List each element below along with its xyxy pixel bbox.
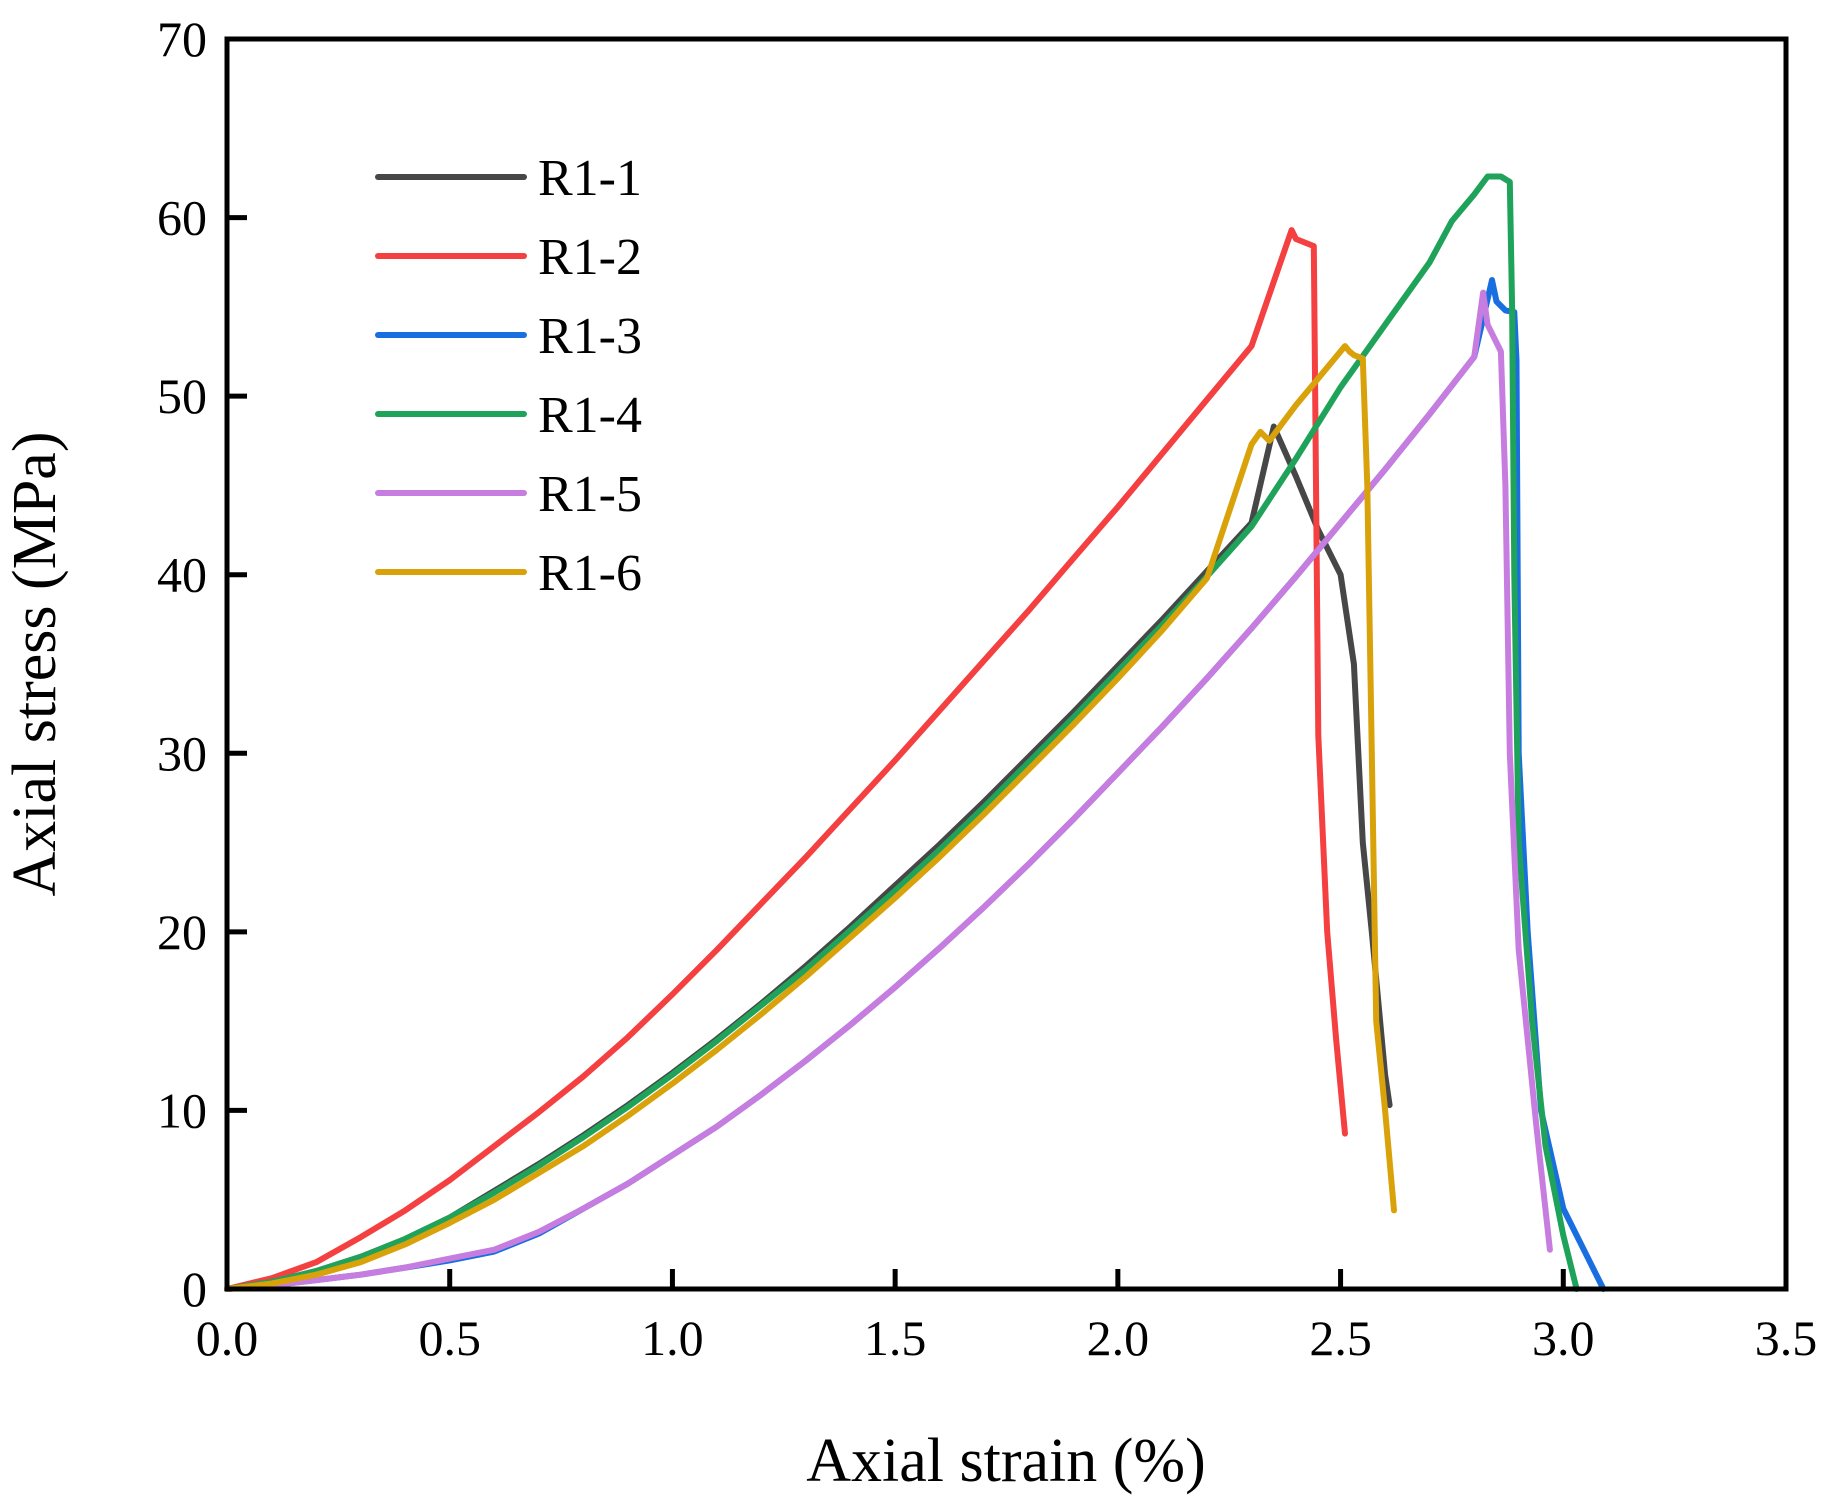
legend-label-r1-6: R1-6 <box>538 545 642 602</box>
legend-label-r1-4: R1-4 <box>538 387 642 444</box>
x-tick-label: 0.0 <box>196 1310 259 1366</box>
y-tick-label: 0 <box>182 1261 207 1317</box>
x-tick-label: 2.5 <box>1309 1310 1372 1366</box>
legend: R1-1 R1-2 R1-3 R1-4 R1-5 R1-6 <box>375 150 642 602</box>
legend-label-r1-5: R1-5 <box>538 466 642 523</box>
y-tick-label: 50 <box>157 368 207 424</box>
y-axis-title: Axial stress (MPa) <box>1 432 69 897</box>
y-tick-label: 70 <box>157 11 207 67</box>
y-tick-label: 40 <box>157 547 207 603</box>
legend-label-r1-3: R1-3 <box>538 308 642 365</box>
y-tick-label: 60 <box>157 190 207 246</box>
tick-layer: 0.0 0.5 1.0 1.5 2.0 2.5 3.0 3.5 0 10 20 30 40 50 60 70 <box>157 11 1817 1366</box>
y-tick-label: 20 <box>157 904 207 960</box>
x-tick-label: 1.5 <box>864 1310 927 1366</box>
legend-label-r1-1: R1-1 <box>538 150 642 207</box>
series-line-r1-3 <box>224 277 1607 1292</box>
series-line-r1-2 <box>224 227 1348 1292</box>
x-tick-label: 1.0 <box>641 1310 704 1366</box>
y-tick-label: 10 <box>157 1082 207 1138</box>
series-layer <box>224 173 1607 1292</box>
x-tick-label: 3.5 <box>1755 1310 1818 1366</box>
x-tick-label: 0.5 <box>418 1310 481 1366</box>
plot-frame <box>224 36 1789 1292</box>
legend-label-r1-2: R1-2 <box>538 229 642 286</box>
y-tick-label: 30 <box>157 725 207 781</box>
x-tick-label: 3.0 <box>1532 1310 1595 1366</box>
series-line-r1-4 <box>224 173 1580 1292</box>
series-line-r1-5 <box>224 289 1553 1292</box>
x-tick-label: 2.0 <box>1087 1310 1150 1366</box>
series-line-r1-6 <box>224 343 1397 1292</box>
x-axis-title: Axial strain (%) <box>806 1427 1205 1495</box>
